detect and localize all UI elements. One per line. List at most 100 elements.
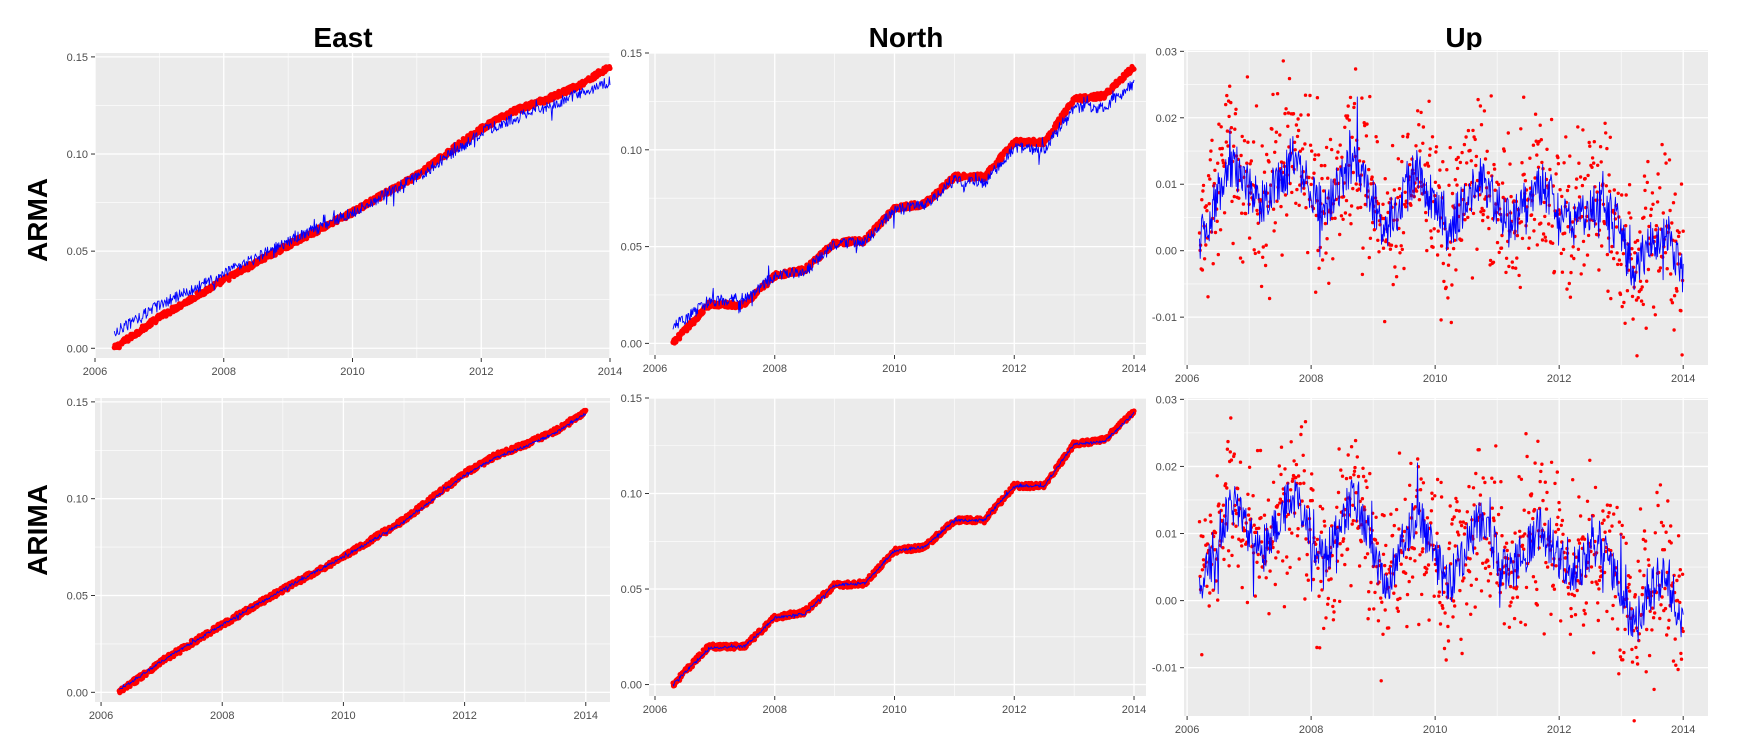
- observed-point: [1291, 112, 1296, 116]
- observed-point: [1240, 211, 1244, 215]
- x-tick-label: 2014: [1671, 373, 1695, 385]
- observed-point: [1529, 213, 1534, 217]
- observed-point: [1622, 300, 1626, 305]
- observed-point: [1500, 181, 1505, 185]
- observed-point: [1463, 218, 1467, 222]
- observed-point: [1429, 229, 1433, 233]
- observed-point: [1449, 320, 1454, 325]
- observed-point: [1427, 99, 1431, 104]
- observed-point: [1627, 183, 1632, 187]
- observed-point: [1271, 480, 1276, 484]
- observed-point: [1398, 251, 1402, 255]
- observed-point: [1556, 162, 1561, 166]
- observed-point: [1559, 251, 1564, 256]
- observed-point: [1246, 513, 1251, 517]
- observed-point: [1346, 104, 1350, 108]
- observed-point: [1245, 600, 1250, 605]
- observed-point: [1421, 141, 1425, 145]
- observed-point: [1279, 472, 1283, 477]
- observed-point: [1549, 117, 1554, 122]
- observed-point: [1616, 191, 1620, 195]
- observed-point: [1661, 211, 1666, 215]
- observed-point: [1365, 485, 1369, 490]
- observed-point: [1592, 140, 1597, 144]
- observed-point: [1519, 127, 1523, 131]
- observed-point: [1663, 152, 1667, 156]
- observed-point: [1381, 202, 1385, 206]
- observed-point: [1218, 228, 1223, 232]
- observed-point: [1274, 130, 1279, 134]
- observed-point: [1485, 149, 1489, 153]
- observed-point: [1545, 147, 1549, 151]
- observed-point: [1200, 568, 1205, 572]
- observed-point: [1454, 268, 1458, 272]
- observed-point: [1571, 245, 1575, 249]
- observed-point: [1574, 186, 1578, 190]
- observed-point: [1267, 296, 1272, 301]
- x-tick-label: 2008: [1299, 724, 1323, 736]
- observed-point: [1520, 236, 1525, 241]
- observed-point: [1418, 149, 1422, 153]
- observed-point: [1217, 122, 1221, 126]
- observed-point: [1360, 497, 1365, 501]
- observed-point: [1296, 474, 1301, 478]
- observed-point: [1299, 432, 1303, 437]
- observed-point: [1538, 123, 1542, 127]
- observed-point: [1299, 425, 1304, 429]
- observed-point: [1219, 125, 1223, 129]
- observed-point: [1253, 251, 1258, 256]
- observed-point: [1306, 505, 1310, 509]
- observed-point: [1311, 488, 1315, 492]
- observed-point: [1274, 556, 1278, 560]
- observed-point: [1261, 255, 1265, 259]
- observed-point: [1331, 604, 1335, 609]
- observed-point: [1343, 562, 1347, 567]
- observed-point: [1331, 618, 1336, 622]
- observed-point: [1242, 139, 1247, 143]
- observed-point: [1576, 125, 1580, 129]
- observed-point: [1249, 159, 1254, 163]
- observed-point: [1303, 142, 1307, 146]
- observed-point: [1224, 482, 1228, 486]
- observed-point: [1596, 163, 1600, 167]
- observed-point: [1561, 247, 1566, 252]
- observed-point: [1304, 537, 1308, 541]
- observed-point: [1341, 537, 1346, 541]
- observed-point: [1361, 466, 1365, 470]
- observed-point: [1319, 530, 1324, 534]
- observed-point: [1207, 604, 1211, 608]
- observed-point: [1439, 244, 1444, 248]
- observed-point: [1446, 296, 1450, 300]
- observed-point: [1325, 237, 1329, 241]
- observed-point: [1651, 305, 1656, 309]
- observed-point: [1327, 281, 1331, 285]
- observed-point: [1567, 281, 1572, 286]
- observed-point: [1466, 215, 1470, 220]
- observed-point: [1273, 582, 1278, 587]
- observed-point: [1390, 143, 1395, 148]
- observed-point: [1263, 263, 1268, 268]
- observed-point: [1644, 326, 1648, 330]
- observed-point: [1306, 578, 1311, 582]
- y-tick-label: 0.00: [621, 338, 642, 350]
- observed-point: [1470, 276, 1475, 280]
- x-tick-label: 2006: [1175, 724, 1199, 736]
- observed-point: [1532, 217, 1537, 222]
- observed-point: [1322, 626, 1326, 631]
- observed-point: [1255, 208, 1259, 213]
- observed-point: [1400, 247, 1405, 252]
- observed-point: [1466, 128, 1471, 133]
- observed-point: [1284, 107, 1288, 111]
- observed-point: [1281, 559, 1285, 563]
- observed-point: [1565, 287, 1569, 291]
- observed-point: [1643, 206, 1648, 210]
- observed-point: [1283, 111, 1287, 116]
- observed-point: [1247, 507, 1251, 511]
- observed-point: [1131, 66, 1137, 72]
- observed-point: [1314, 290, 1318, 294]
- observed-point: [1649, 213, 1653, 218]
- observed-point: [1586, 173, 1590, 178]
- observed-point: [1531, 143, 1536, 147]
- x-tick-label: 2012: [452, 710, 476, 722]
- observed-point: [1211, 262, 1215, 266]
